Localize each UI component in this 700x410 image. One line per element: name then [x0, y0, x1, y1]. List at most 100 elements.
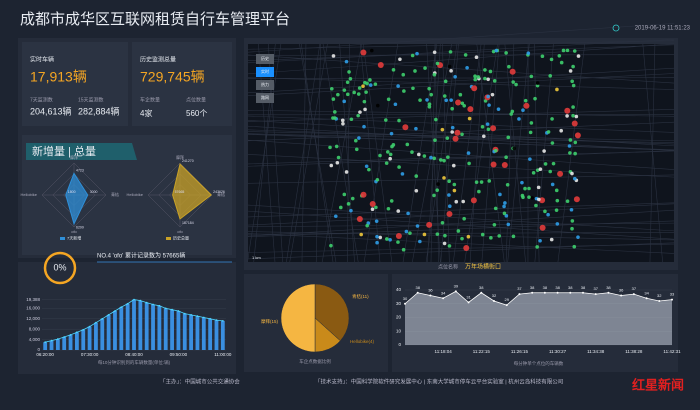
map-dot	[447, 64, 452, 69]
trend-point	[152, 303, 154, 306]
map-dot	[534, 203, 538, 208]
map-dot	[415, 224, 420, 228]
map-dot	[502, 211, 507, 216]
map-button[interactable]	[256, 80, 274, 90]
data-label: 34	[441, 290, 446, 295]
map-dot	[393, 102, 398, 107]
trend-point	[215, 319, 218, 321]
map-dot	[386, 97, 391, 102]
line-point	[493, 300, 495, 302]
map-button-label: 路网	[261, 94, 269, 100]
map-dot	[354, 138, 358, 143]
map-button[interactable]	[256, 54, 274, 64]
y-tick-label: 4,000	[29, 337, 41, 342]
y-tick-label: 20	[396, 315, 402, 320]
trend-point	[145, 301, 148, 304]
trend-point	[50, 339, 53, 342]
map-dot	[512, 146, 516, 151]
map-dot	[449, 69, 453, 73]
map-dot	[389, 199, 394, 203]
map-button[interactable]	[256, 67, 274, 77]
map-dot	[342, 99, 346, 104]
data-label: 37	[517, 286, 522, 291]
x-tick-label: 11:34:38	[587, 349, 605, 354]
trend-point	[120, 306, 123, 308]
map-dot	[490, 92, 495, 97]
map-dot	[571, 83, 576, 88]
road	[247, 108, 675, 122]
map-dot	[458, 92, 463, 97]
map-dot	[425, 98, 429, 102]
map-dot	[550, 182, 555, 187]
map-dot	[572, 244, 577, 249]
map-dot	[460, 132, 464, 137]
line-point	[594, 293, 597, 296]
data-label: 34	[644, 290, 649, 295]
section-banner	[26, 143, 137, 160]
radar-axis-label: Hellobike	[127, 192, 144, 197]
map-dot	[569, 207, 574, 212]
stat-label: 历史监测总量	[140, 56, 176, 64]
map-button[interactable]	[256, 93, 274, 103]
map-dot	[350, 196, 355, 201]
map-dot	[408, 231, 412, 235]
map-dot	[536, 185, 541, 190]
map-dot	[504, 51, 508, 55]
line-point	[531, 291, 534, 294]
road	[247, 125, 675, 151]
map-dot	[374, 205, 378, 210]
trend-point	[190, 314, 193, 316]
map-dot	[561, 48, 566, 53]
map-dot	[474, 55, 479, 59]
map-dot	[384, 118, 388, 122]
map-dot	[462, 216, 466, 221]
road	[247, 23, 675, 53]
map-dot	[413, 69, 417, 73]
map-dot	[568, 151, 572, 155]
map-dot	[347, 70, 351, 74]
road	[434, 43, 439, 263]
radar-value-label: 4723	[76, 168, 84, 172]
map-dot	[470, 197, 477, 204]
map-dot	[415, 51, 419, 56]
map-dot	[385, 237, 389, 241]
road	[247, 77, 675, 90]
map-dot	[434, 117, 438, 122]
map-dot	[356, 113, 360, 118]
line-point	[632, 293, 635, 296]
map-dot	[570, 171, 574, 176]
stat-label: 实时车辆	[30, 56, 54, 64]
map-dot	[329, 243, 333, 248]
map-dot	[514, 82, 518, 87]
map-dot	[535, 83, 540, 88]
data-label: 37	[593, 286, 598, 291]
map-dot	[330, 86, 334, 91]
map-dot	[523, 186, 527, 191]
map-dot	[506, 135, 511, 140]
map-dot	[572, 176, 577, 181]
map-dot	[450, 130, 454, 134]
bar	[151, 304, 155, 350]
trend-point	[69, 334, 72, 336]
map-dot	[354, 147, 359, 152]
map-dot	[357, 86, 362, 90]
map-dot	[493, 206, 498, 211]
road	[289, 43, 328, 263]
map-dot	[479, 180, 484, 184]
map-dot	[538, 238, 542, 243]
x-tick-label: 11:42:31	[663, 349, 681, 354]
map-dot	[483, 76, 487, 81]
y-tick-label: 10	[396, 328, 402, 333]
road	[247, 203, 675, 226]
map-dot	[397, 118, 401, 123]
map-dot	[451, 163, 456, 168]
stat-value: 204,613辆	[30, 105, 72, 116]
road	[300, 43, 334, 263]
line-point	[454, 290, 457, 293]
trend-point	[82, 328, 85, 331]
map-dot	[449, 98, 453, 102]
map-dot	[342, 88, 347, 92]
map-dot	[548, 169, 553, 174]
map-dot	[417, 152, 421, 157]
